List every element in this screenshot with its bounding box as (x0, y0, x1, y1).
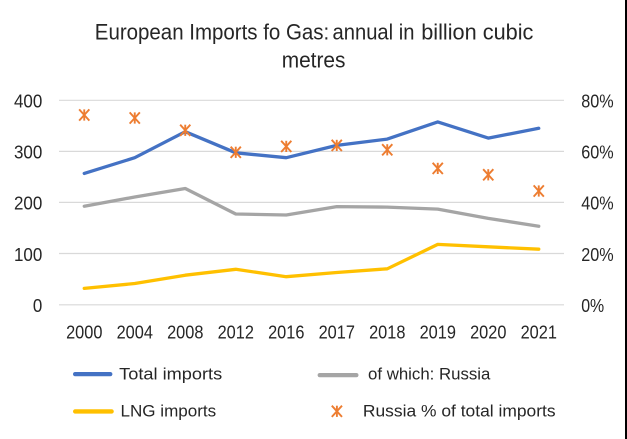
svg-text:European Imports fo Gas:: European Imports fo Gas: (95, 19, 329, 44)
svg-text:0: 0 (33, 295, 42, 316)
svg-text:20%: 20% (581, 244, 613, 265)
svg-text:billion cubic: billion cubic (421, 19, 533, 44)
svg-text:2000: 2000 (66, 323, 102, 343)
svg-text:80%: 80% (581, 91, 613, 112)
svg-text:2012: 2012 (218, 323, 254, 343)
svg-text:2018: 2018 (369, 323, 405, 343)
svg-text:of which: Russia: of which: Russia (368, 364, 491, 383)
svg-text:0%: 0% (581, 295, 604, 316)
svg-text:300: 300 (14, 142, 42, 163)
svg-text:2016: 2016 (268, 323, 304, 343)
svg-text:LNG imports: LNG imports (121, 402, 217, 421)
svg-text:100: 100 (14, 244, 42, 265)
svg-text:2004: 2004 (117, 323, 153, 343)
svg-text:2019: 2019 (420, 323, 456, 343)
svg-text:2020: 2020 (470, 323, 506, 343)
svg-text:annual in: annual in (333, 19, 415, 44)
svg-text:2008: 2008 (167, 323, 203, 343)
svg-text:60%: 60% (581, 142, 613, 163)
svg-text:40%: 40% (581, 193, 613, 214)
svg-text:metres: metres (282, 47, 346, 72)
svg-text:400: 400 (14, 91, 42, 112)
svg-text:2017: 2017 (319, 323, 355, 343)
svg-text:Russia % of total imports: Russia % of total imports (363, 402, 556, 421)
svg-text:2021: 2021 (521, 323, 557, 343)
svg-text:Total imports: Total imports (119, 364, 222, 383)
svg-text:200: 200 (14, 193, 42, 214)
